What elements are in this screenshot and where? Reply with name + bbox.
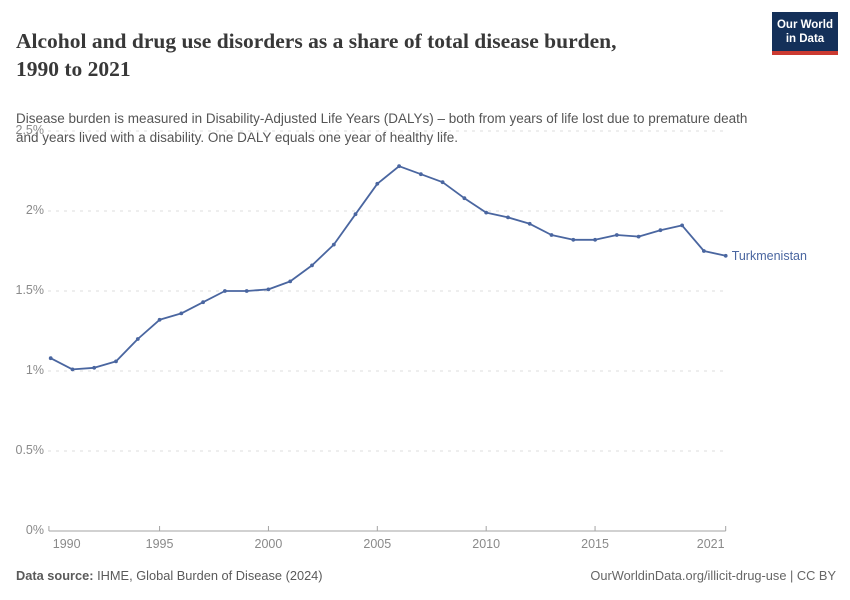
data-point-marker xyxy=(375,181,380,186)
y-axis-tick-label: 0.5% xyxy=(15,443,45,457)
data-point-marker xyxy=(571,237,576,242)
data-point-marker xyxy=(462,196,467,201)
data-point-marker xyxy=(723,253,728,258)
chart-subtitle: Disease burden is measured in Disability… xyxy=(16,109,834,147)
data-point-marker xyxy=(527,221,532,226)
y-axis-tick-label: 2.5% xyxy=(15,123,45,137)
data-point-marker xyxy=(70,367,75,372)
data-point-marker xyxy=(614,233,619,237)
data-point-marker xyxy=(179,311,184,316)
x-axis-tick-label: 2010 xyxy=(472,537,501,551)
page-title: Alcohol and drug use disorders as a shar… xyxy=(16,27,756,83)
data-point-marker xyxy=(157,317,162,322)
x-axis-tick-label: 1995 xyxy=(145,537,174,551)
data-point-marker xyxy=(549,233,554,237)
data-point-marker xyxy=(92,365,97,370)
page-title-line-1: Alcohol and drug use disorders as a shar… xyxy=(16,29,617,54)
x-axis-tick-label: 2021 xyxy=(696,537,725,551)
footer-source: Data source: IHME, Global Burden of Dise… xyxy=(16,568,323,583)
data-point-marker xyxy=(244,289,249,293)
data-point-marker xyxy=(636,234,641,239)
footer-source-label: Data source: xyxy=(16,568,94,583)
data-point-marker xyxy=(114,359,118,364)
line-chart[interactable] xyxy=(0,120,850,560)
data-point-marker xyxy=(310,263,314,268)
subtitle-line-2: and years lived with a disability. One D… xyxy=(16,129,458,145)
data-point-marker xyxy=(331,242,336,247)
x-axis-tick-label: 2015 xyxy=(581,537,609,551)
x-axis-tick-label: 2000 xyxy=(254,537,283,551)
page-title-line-2: 1990 to 2021 xyxy=(16,57,131,82)
x-axis-tick-label: 1990 xyxy=(52,537,81,551)
data-point-marker xyxy=(223,289,227,293)
data-point-marker xyxy=(135,337,140,341)
owid-logo: Our World in Data xyxy=(772,12,838,55)
data-point-marker xyxy=(593,237,597,242)
data-point-marker xyxy=(397,164,401,169)
data-point-marker xyxy=(440,180,445,185)
owid-logo-line-2: in Data xyxy=(785,33,825,45)
chart-area: 2.5% 2% 1.5% 1% 0.5% 0% 1990 1995 2000 2005 2010 2… xyxy=(0,120,850,560)
footer-source-text: IHME, Global Burden of Disease (2024) xyxy=(93,568,323,583)
series-label-turkmenistan: Turkmenistan xyxy=(731,248,807,263)
subtitle-line-1: Disease burden is measured in Disability… xyxy=(16,110,748,126)
data-point-marker xyxy=(48,356,53,361)
owid-logo-line-1: Our World xyxy=(776,19,833,31)
data-point-marker xyxy=(658,228,663,233)
data-point-marker xyxy=(484,210,489,215)
x-axis-tick-label: 2005 xyxy=(363,537,392,551)
footer-license: OurWorldinData.org/illicit-drug-use | CC… xyxy=(590,568,836,583)
data-point-marker xyxy=(506,215,510,220)
y-axis-tick-label: 1% xyxy=(25,363,44,377)
data-point-marker xyxy=(201,300,206,305)
series-line-turkmenistan xyxy=(49,165,727,371)
data-point-marker xyxy=(288,279,293,284)
data-point-marker xyxy=(702,249,706,253)
y-axis-tick-label: 2% xyxy=(25,203,44,217)
data-point-marker xyxy=(266,287,271,292)
data-point-marker xyxy=(680,223,684,228)
data-point-marker xyxy=(419,172,423,177)
data-point-marker xyxy=(353,212,358,217)
y-axis-tick-label: 0% xyxy=(25,523,44,537)
y-axis-tick-label: 1.5% xyxy=(15,283,45,297)
